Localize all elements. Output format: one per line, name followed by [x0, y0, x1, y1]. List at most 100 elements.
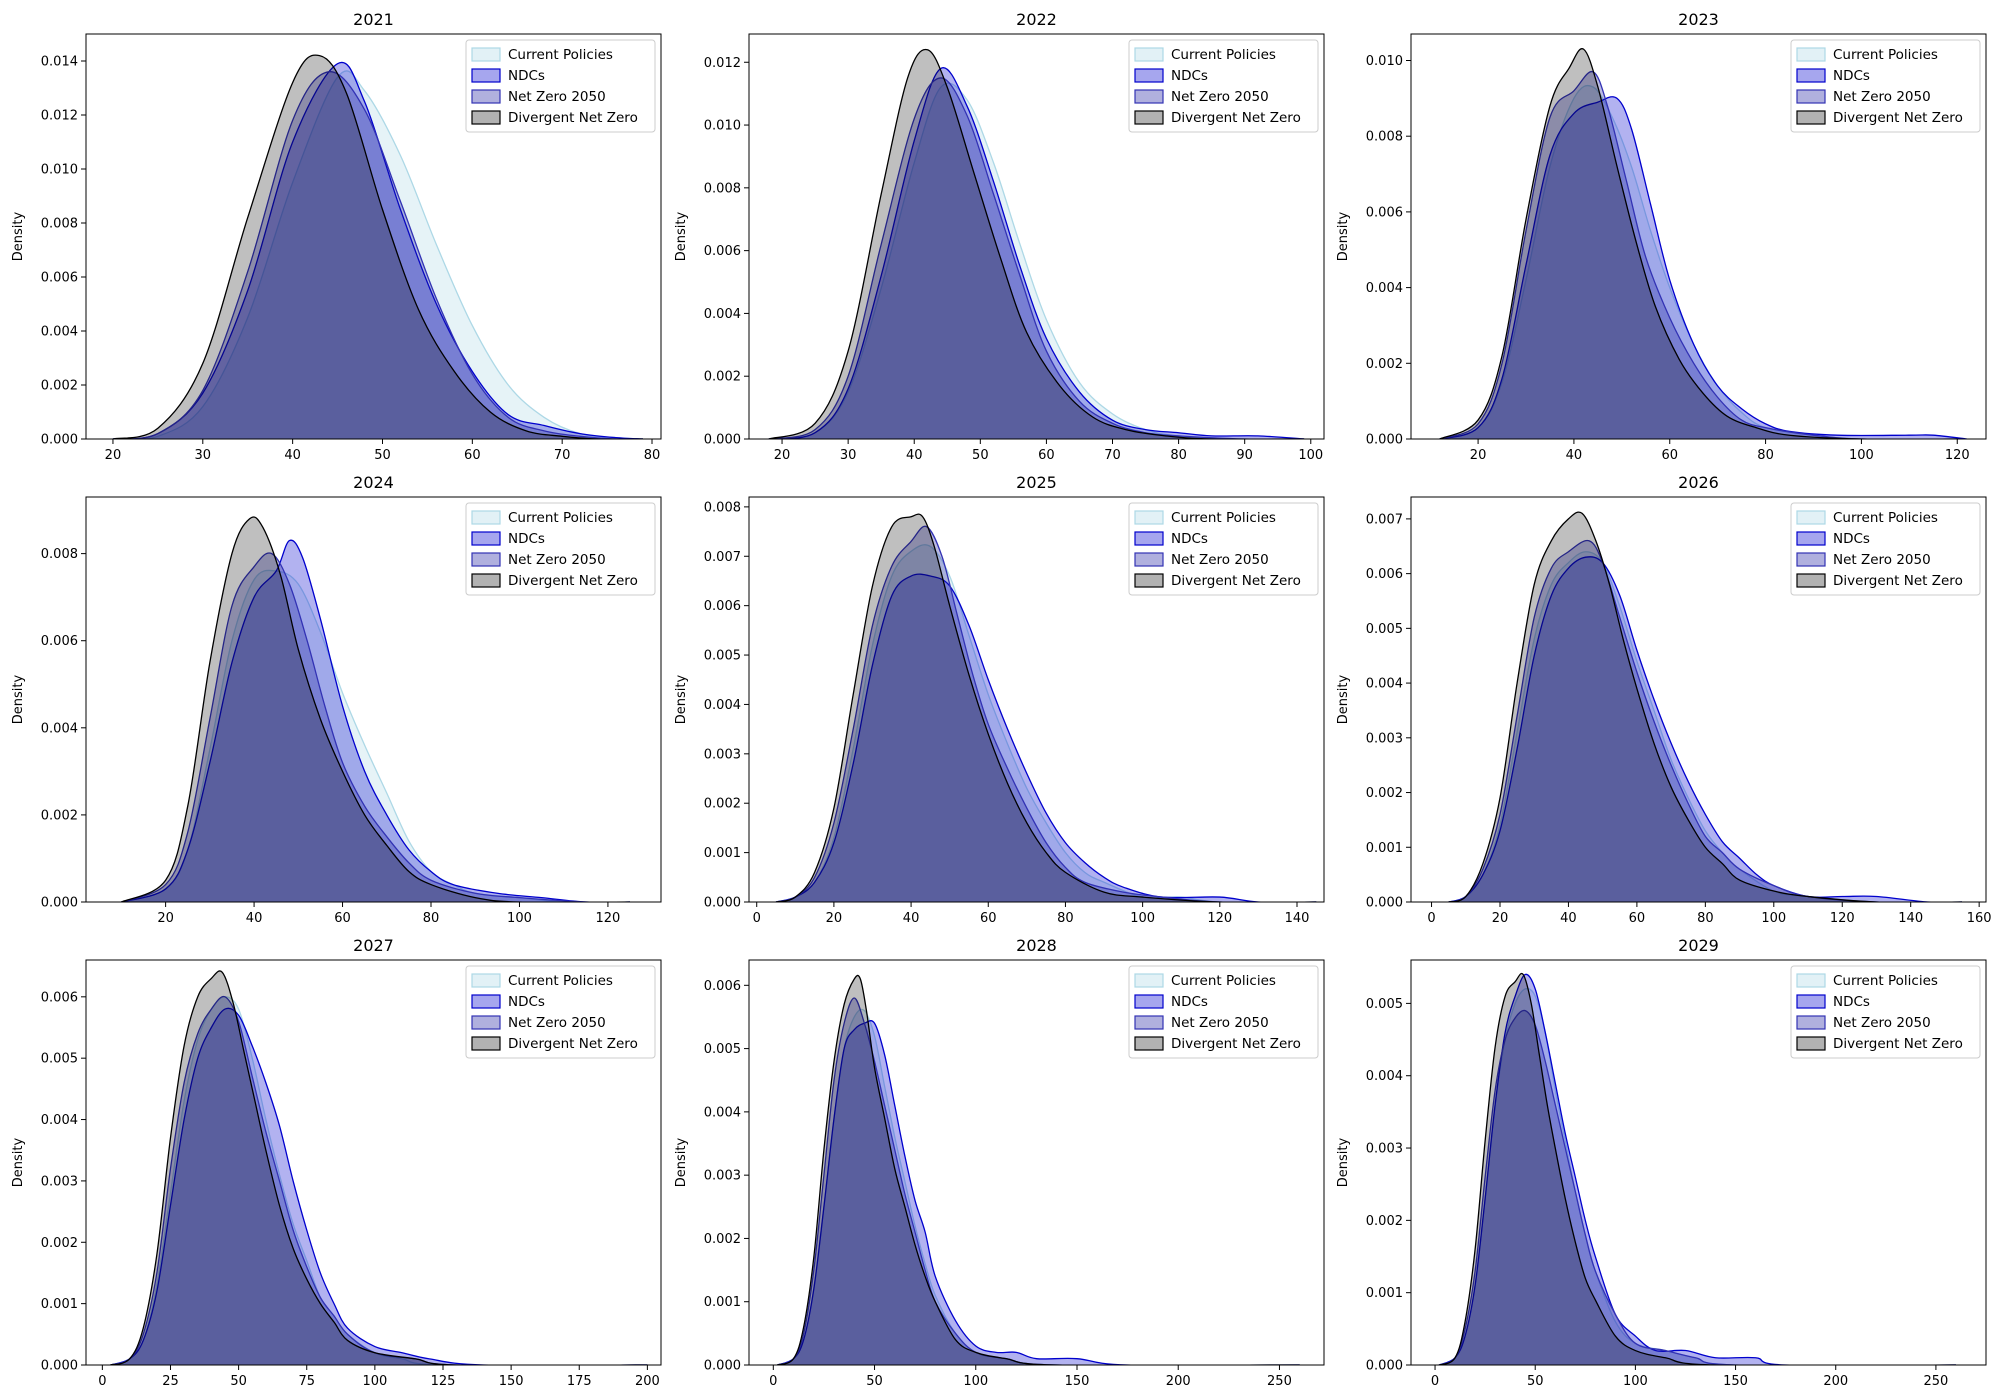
plot-area [1439, 48, 1967, 439]
density-area-divergent-net-zero [776, 514, 1317, 902]
legend-box [1790, 39, 1981, 133]
density-area-current-policies [121, 570, 631, 902]
x-tick-label: 100 [1298, 448, 1323, 463]
y-tick-label: 0.004 [41, 325, 78, 340]
density-line-net-zero-2050 [121, 552, 631, 902]
legend-box [1128, 965, 1319, 1059]
y-tick-label: 0.000 [41, 896, 78, 911]
legend: Current Policies NDCs Net Zero 2050 Diverge… [1790, 39, 1981, 133]
panel-2025: 0 20 40 60 80 100 120 140 0.000 0.001 0.002 0.003 0.… [674, 473, 1325, 926]
y-tick-label: 0.012 [704, 56, 741, 71]
density-area-net-zero-2050 [768, 77, 1305, 439]
legend-label: Current Policies [508, 973, 613, 989]
plot-area [1438, 972, 1956, 1365]
y-tick-label: 0.006 [41, 271, 78, 286]
legend-label: Divergent Net Zero [1171, 573, 1301, 589]
density-area-divergent-net-zero [121, 516, 631, 902]
legend-label: Net Zero 2050 [508, 1015, 606, 1031]
y-tick-label: 0.005 [1366, 997, 1403, 1012]
y-tick-label: 0.006 [41, 634, 78, 649]
y-tick-label: 0.006 [704, 244, 741, 259]
legend-swatch [471, 510, 501, 525]
panel-2027: 0 25 50 75 100 125 150 175 200 0.000 0.001 0.002 0.0… [11, 936, 662, 1389]
x-tick-label: 250 [1923, 1374, 1948, 1389]
y-tick-label: 0.001 [704, 1295, 741, 1310]
x-tick-label: 20 [774, 448, 791, 463]
y-tick-label: 0.005 [704, 1042, 741, 1057]
y-tick-label: 0.008 [704, 500, 741, 515]
legend-label: Current Policies [508, 510, 613, 526]
y-tick-label: 0.004 [704, 307, 741, 322]
y-tick-label: 0.006 [41, 990, 78, 1005]
x-tick-label: 60 [980, 911, 997, 926]
y-tick-label: 0.002 [41, 1236, 78, 1251]
x-tick-label: 40 [284, 448, 301, 463]
legend: Current Policies NDCs Net Zero 2050 Diverge… [1790, 965, 1981, 1059]
density-line-ndcs [112, 61, 644, 439]
legend-box [465, 502, 656, 596]
x-tick-label: 120 [596, 911, 621, 926]
legend-label: Divergent Net Zero [1833, 1036, 1963, 1052]
legend-label: Net Zero 2050 [1171, 552, 1269, 568]
x-tick-label: 70 [1104, 448, 1121, 463]
legend-swatch [1134, 1036, 1164, 1051]
legend-swatch [1134, 510, 1164, 525]
density-area-ndcs [1448, 556, 1963, 902]
y-tick-label: 0.002 [704, 370, 741, 385]
density-area-net-zero-2050 [1439, 1010, 1956, 1365]
axes-frame [1410, 33, 1987, 440]
plot-area [110, 970, 648, 1365]
y-axis-label: Density [11, 1137, 26, 1187]
legend-box [1128, 502, 1319, 596]
x-tick-label: 20 [826, 911, 843, 926]
y-tick-label: 0.007 [1366, 512, 1403, 527]
y-tick-label: 0.008 [41, 217, 78, 232]
density-line-current-policies [112, 70, 644, 439]
legend-box [1790, 502, 1981, 596]
plot-area [112, 54, 644, 439]
density-line-ndcs [1438, 973, 1956, 1365]
legend-swatch [1796, 110, 1826, 125]
density-line-divergent-net-zero [121, 516, 631, 902]
x-tick-label: 0 [98, 1374, 106, 1389]
density-area-net-zero-2050 [110, 996, 648, 1365]
y-axis-label: Density [674, 674, 689, 724]
y-tick-label: 0.000 [41, 1359, 78, 1374]
x-tick-label: 70 [554, 448, 571, 463]
density-line-net-zero-2050 [112, 71, 644, 439]
legend-swatch [1134, 47, 1164, 62]
panel-title: 2025 [1016, 473, 1057, 492]
density-area-divergent-net-zero [112, 55, 644, 439]
y-tick-label: 0.006 [1366, 205, 1403, 220]
plot-area [775, 513, 1317, 902]
legend-box [1128, 39, 1319, 133]
x-tick-label: 0 [1427, 911, 1435, 926]
x-tick-label: 100 [1761, 911, 1786, 926]
legend-swatch [471, 994, 501, 1009]
y-tick-label: 0.001 [704, 846, 741, 861]
x-tick-label: 80 [423, 911, 440, 926]
y-tick-label: 0.004 [704, 698, 741, 713]
y-tick-label: 0.003 [704, 1169, 741, 1184]
y-tick-label: 0.006 [704, 599, 741, 614]
legend: Current Policies NDCs Net Zero 2050 Diverge… [465, 502, 656, 596]
legend-label: NDCs [1171, 531, 1208, 547]
x-tick-label: 80 [1170, 448, 1187, 463]
legend-label: NDCs [508, 68, 545, 84]
density-line-ndcs [1439, 96, 1967, 439]
axes-frame [85, 33, 662, 440]
x-tick-label: 30 [195, 448, 212, 463]
x-tick-label: 125 [431, 1374, 456, 1389]
x-tick-label: 120 [1207, 911, 1232, 926]
y-tick-label: 0.003 [1366, 1142, 1403, 1157]
y-tick-label: 0.000 [704, 433, 741, 448]
panel-title: 2021 [353, 10, 394, 29]
x-tick-label: 175 [567, 1374, 592, 1389]
legend-label: Divergent Net Zero [1171, 110, 1301, 126]
legend-swatch [1796, 973, 1826, 988]
legend-swatch [1796, 573, 1826, 588]
legend-swatch [1134, 89, 1164, 104]
plot-area [121, 516, 631, 902]
x-tick-label: 60 [464, 448, 481, 463]
density-area-ndcs [1439, 96, 1967, 439]
